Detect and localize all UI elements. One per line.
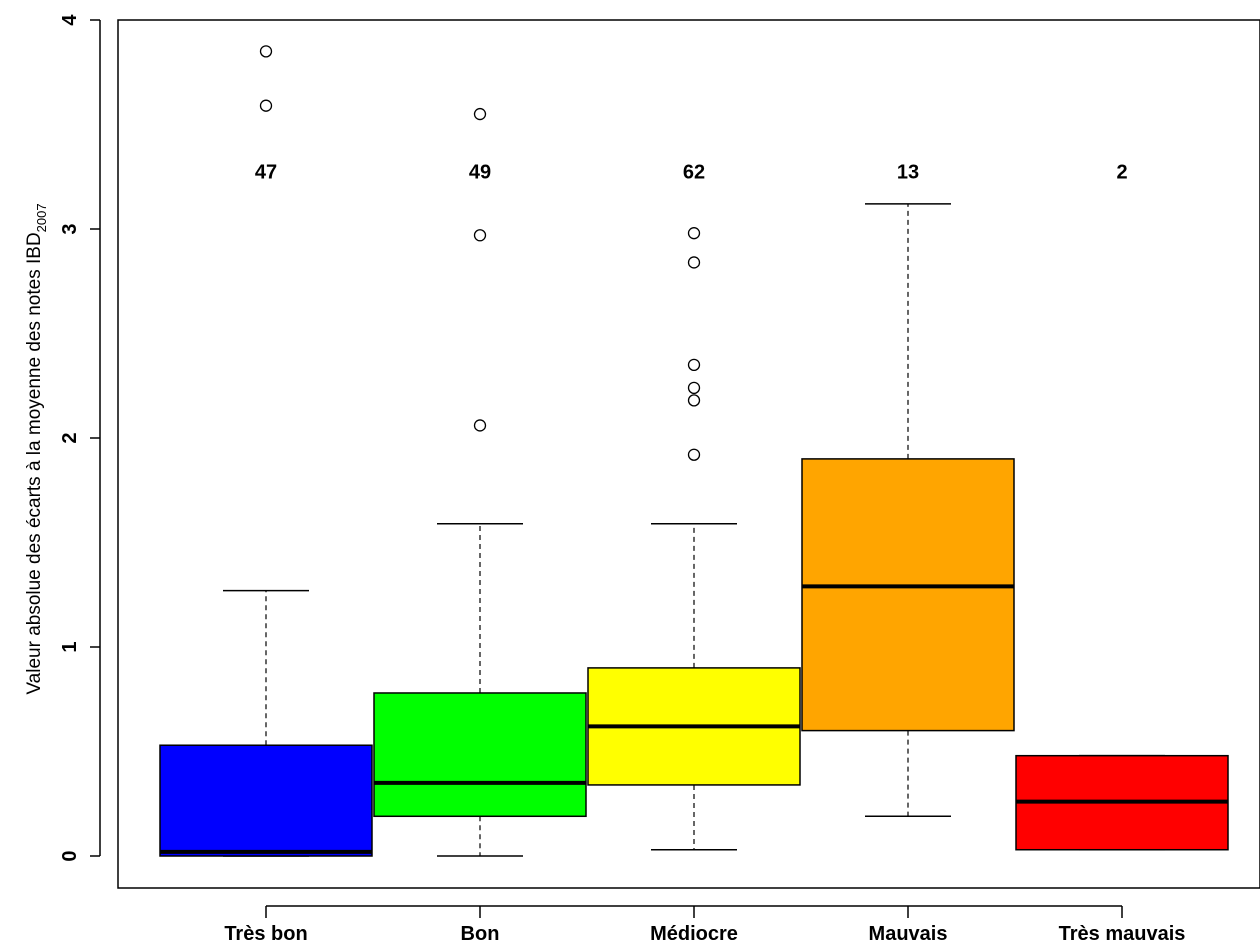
y-axis-title-main: Valeur absolue des écarts à la moyenne d… <box>24 232 45 694</box>
y-tick-label: 0 <box>59 850 81 861</box>
outlier-point <box>687 358 701 372</box>
y-tick-label: 1 <box>59 641 81 652</box>
count-label: 47 <box>255 161 277 183</box>
outlier-point <box>687 394 701 407</box>
box <box>801 458 1015 732</box>
x-tick-label: Très mauvais <box>1059 923 1186 944</box>
x-tick-label: Très bon <box>224 923 307 944</box>
box-group <box>801 203 1015 818</box>
outlier-point <box>259 45 273 58</box>
box-group <box>373 107 587 857</box>
x-tick-label: Mauvais <box>869 923 948 944</box>
count-label: 62 <box>683 161 705 183</box>
box <box>159 744 373 857</box>
count-label: 49 <box>469 161 491 183</box>
count-label: 13 <box>897 161 919 183</box>
outlier-point <box>473 419 487 432</box>
x-tick-label: Médiocre <box>650 923 738 944</box>
x-axis: Très bon Bon Médiocre Mauvais Très mauvais <box>224 905 1186 944</box>
box <box>373 692 587 818</box>
y-axis-title: Valeur absolue des écarts à la moyenne d… <box>24 203 49 694</box>
box-group <box>159 45 373 857</box>
outlier-point <box>687 227 701 240</box>
box-group <box>1015 754 1229 851</box>
y-axis-title-subscript: 2007 <box>34 203 49 232</box>
y-tick-label: 4 <box>59 14 81 26</box>
y-tick-label: 2 <box>59 432 81 443</box>
outlier-point <box>687 381 701 394</box>
outlier-point <box>687 448 701 461</box>
box-group <box>587 227 801 851</box>
outlier-point <box>473 229 487 242</box>
count-label: 2 <box>1116 161 1127 183</box>
y-tick-label: 3 <box>59 223 81 234</box>
y-axis: 0 1 2 3 4 <box>59 14 101 862</box>
boxes <box>159 45 1229 857</box>
x-tick-label: Bon <box>461 923 500 944</box>
outlier-point <box>473 107 487 121</box>
plot-frame <box>117 19 1260 889</box>
outlier-point <box>687 256 701 269</box>
outlier-point <box>259 99 273 112</box>
count-labels: 47 49 62 13 2 <box>255 161 1128 183</box>
